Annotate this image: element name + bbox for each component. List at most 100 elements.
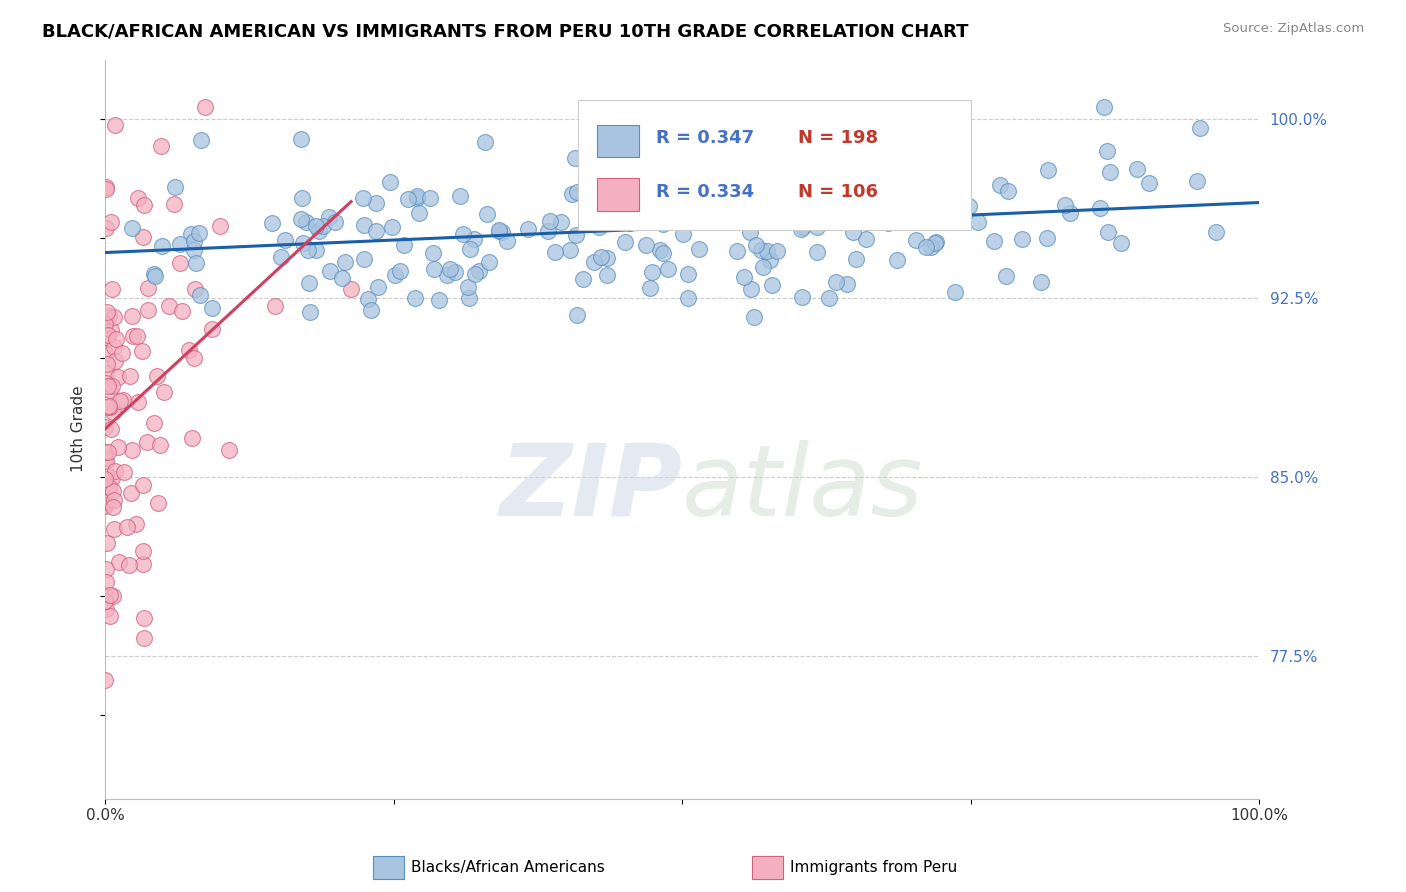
Point <box>319 264 342 278</box>
Point <box>127 191 149 205</box>
Point <box>94 182 117 196</box>
FancyBboxPatch shape <box>578 100 970 229</box>
Point <box>806 219 828 234</box>
Point <box>94 495 117 509</box>
Point <box>756 244 779 259</box>
Text: Immigrants from Peru: Immigrants from Peru <box>790 861 957 875</box>
Point <box>1054 198 1077 212</box>
Point <box>143 268 166 283</box>
Point <box>364 196 387 211</box>
Point <box>104 332 127 346</box>
Point <box>96 304 118 318</box>
Point <box>626 149 648 163</box>
Point <box>100 282 122 296</box>
Point <box>565 185 588 199</box>
Point <box>537 224 560 238</box>
Point <box>169 255 191 269</box>
Point <box>94 321 117 335</box>
Point <box>957 199 980 213</box>
Point <box>134 632 156 646</box>
Point <box>103 340 125 354</box>
Point <box>172 304 194 318</box>
Point <box>914 239 936 253</box>
Point <box>143 416 166 430</box>
Point <box>184 255 207 269</box>
Point <box>496 235 519 249</box>
Point <box>100 214 122 228</box>
Point <box>297 243 319 257</box>
Point <box>218 442 240 457</box>
Text: N = 198: N = 198 <box>797 129 877 147</box>
Point <box>630 213 652 227</box>
Point <box>678 292 700 306</box>
Point <box>132 544 155 558</box>
Point <box>96 602 118 616</box>
Point <box>852 215 875 229</box>
Point <box>924 235 946 250</box>
Point <box>994 268 1017 283</box>
Point <box>183 282 205 296</box>
Point <box>742 310 765 325</box>
Point <box>323 215 346 229</box>
Point <box>693 161 716 175</box>
Point <box>183 243 205 257</box>
Point <box>988 178 1011 192</box>
Point <box>111 392 134 407</box>
Point <box>929 159 952 173</box>
Point <box>378 175 401 189</box>
Point <box>98 588 121 602</box>
Point <box>94 180 117 194</box>
Point <box>714 215 737 229</box>
Point <box>146 369 169 384</box>
Point <box>641 265 664 279</box>
Point <box>422 246 444 260</box>
Point <box>298 276 321 290</box>
Point <box>396 192 419 206</box>
Point <box>149 438 172 452</box>
Point <box>474 135 496 149</box>
Point <box>305 219 328 234</box>
Point <box>352 191 374 205</box>
Point <box>353 252 375 266</box>
Point <box>591 193 613 207</box>
Point <box>475 207 498 221</box>
Point <box>132 198 155 212</box>
Point <box>565 227 588 242</box>
Point <box>657 261 679 276</box>
Point <box>115 520 138 534</box>
Point <box>792 290 814 304</box>
Point <box>97 309 120 323</box>
Text: BLACK/AFRICAN AMERICAN VS IMMIGRANTS FROM PERU 10TH GRADE CORRELATION CHART: BLACK/AFRICAN AMERICAN VS IMMIGRANTS FRO… <box>42 22 969 40</box>
Point <box>806 209 828 223</box>
Point <box>664 186 686 201</box>
Point <box>152 384 174 399</box>
Point <box>103 310 125 325</box>
Point <box>943 285 966 300</box>
Point <box>150 139 173 153</box>
Point <box>571 271 593 285</box>
Point <box>845 252 868 266</box>
Point <box>688 243 710 257</box>
Point <box>600 203 623 218</box>
Point <box>478 255 501 269</box>
Point <box>824 275 846 289</box>
Point <box>792 220 814 235</box>
Point <box>101 378 124 392</box>
Point <box>179 227 201 241</box>
Point <box>488 223 510 237</box>
Point <box>920 240 942 254</box>
Point <box>583 254 606 268</box>
Text: R = 0.334: R = 0.334 <box>655 183 754 201</box>
Point <box>419 190 441 204</box>
Point <box>457 280 479 294</box>
Point <box>94 444 117 458</box>
Point <box>360 303 382 318</box>
Point <box>808 174 831 188</box>
Point <box>384 268 406 283</box>
Point <box>94 472 117 486</box>
Point <box>121 310 143 324</box>
Point <box>851 169 873 184</box>
Point <box>825 199 848 213</box>
Point <box>807 207 830 221</box>
Point <box>458 291 481 305</box>
